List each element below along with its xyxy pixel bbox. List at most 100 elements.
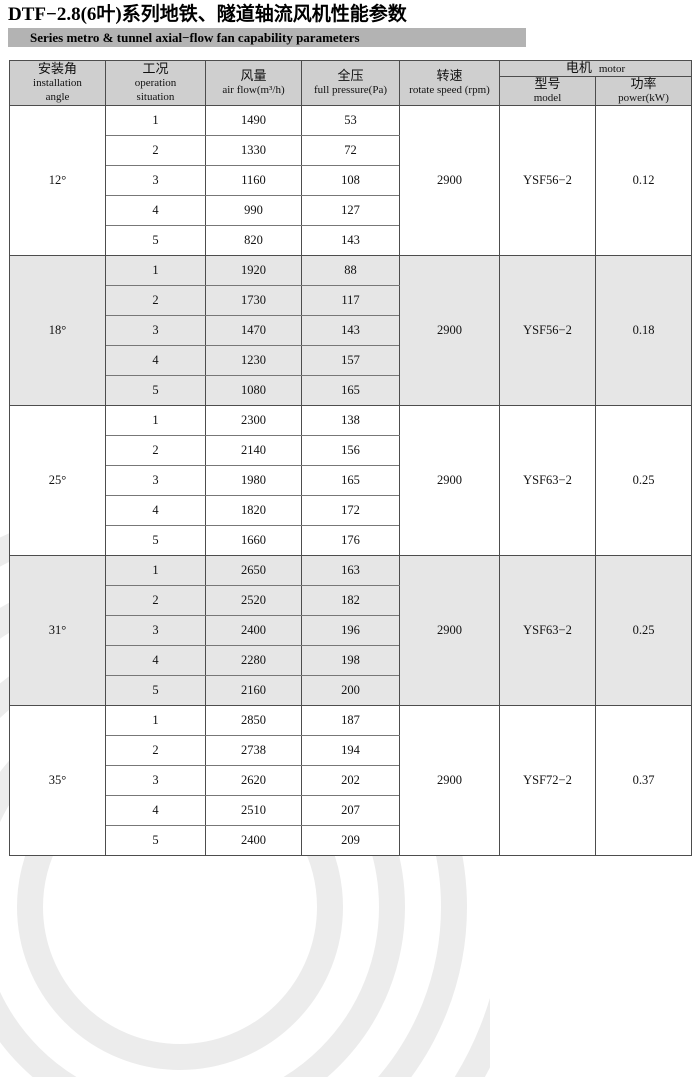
cell-installation-angle: 25° (9, 405, 106, 556)
header-motor-group: 电机 motor (498, 60, 693, 77)
cell-full-pressure: 165 (301, 375, 400, 406)
header-full-pressure-cn: 全压 (337, 68, 364, 83)
cell-air-flow: 990 (205, 195, 302, 226)
cell-operation-situation: 3 (105, 465, 206, 496)
page-subtitle: Series metro & tunnel axial−flow fan cap… (30, 30, 360, 45)
header-installation-angle-en1: installation (33, 77, 82, 89)
cell-operation-situation: 4 (105, 645, 206, 676)
cell-operation-situation: 4 (105, 195, 206, 226)
cell-full-pressure: 198 (301, 645, 400, 676)
header-operation-situation-en2: situation (136, 91, 175, 103)
cell-full-pressure: 143 (301, 315, 400, 346)
cell-air-flow: 2280 (205, 645, 302, 676)
cell-air-flow: 2650 (205, 555, 302, 586)
table-row: 2 1730 117 (10, 285, 692, 316)
header-row-primary: 安装角 installation angle 工况 operation situ… (9, 60, 693, 106)
cell-full-pressure: 172 (301, 495, 400, 526)
header-row-secondary: 型号 model 功率 power(kW) (10, 76, 693, 106)
fan-capability-table: 安装角 installation angle 工况 operation situ… (9, 60, 693, 856)
cell-operation-situation: 3 (105, 615, 206, 646)
cell-air-flow: 2300 (205, 405, 302, 436)
table-row: 31° 1 2650 163 2900 YSF63−2 0.25 (9, 555, 693, 706)
cell-full-pressure: 207 (301, 795, 400, 826)
cell-operation-situation: 1 (105, 255, 206, 286)
cell-operation-situation: 3 (105, 315, 206, 346)
cell-air-flow: 2140 (205, 435, 302, 466)
cell-motor-model: YSF56−2 (499, 105, 596, 256)
table-row: 4 990 127 (10, 195, 692, 226)
header-motor-model-cn: 型号 (534, 76, 561, 91)
cell-rotate-speed: 2900 (399, 705, 500, 856)
cell-operation-situation: 1 (105, 555, 206, 586)
cell-full-pressure: 72 (301, 135, 400, 166)
cell-rotate-speed: 2900 (399, 105, 500, 256)
cell-air-flow: 2510 (205, 795, 302, 826)
table-row: 4 1230 157 (10, 345, 692, 376)
header-operation-situation: 工况 operation situation (105, 60, 206, 106)
cell-air-flow: 1470 (205, 315, 302, 346)
header-air-flow-cn: 风量 (240, 68, 267, 83)
cell-full-pressure: 176 (301, 525, 400, 556)
cell-operation-situation: 5 (105, 525, 206, 556)
header-full-pressure-en: full pressure(Pa) (313, 84, 387, 96)
cell-full-pressure: 117 (301, 285, 400, 316)
cell-air-flow: 1980 (205, 465, 302, 496)
table-row: 5 820 143 (10, 225, 692, 256)
cell-air-flow: 2738 (205, 735, 302, 766)
header-rotate-speed-en: rotate speed (rpm) (409, 84, 490, 96)
header-motor-group-en: motor (598, 63, 626, 75)
cell-operation-situation: 4 (105, 495, 206, 526)
header-motor-model: 型号 model (499, 76, 596, 106)
cell-full-pressure: 209 (301, 825, 400, 856)
cell-full-pressure: 163 (301, 555, 400, 586)
cell-installation-angle: 18° (9, 255, 106, 406)
cell-air-flow: 1160 (205, 165, 302, 196)
table-header: 安装角 installation angle 工况 operation situ… (9, 60, 693, 106)
header-operation-situation-cn: 工况 (142, 61, 169, 76)
page-title: DTF−2.8(6叶)系列地铁、隧道轴流风机性能参数 (8, 4, 407, 25)
header-motor-model-en: model (533, 92, 562, 104)
cell-motor-power: 0.25 (594, 405, 693, 556)
cell-motor-power: 0.37 (594, 705, 693, 856)
cell-full-pressure: 127 (301, 195, 400, 226)
cell-air-flow: 1920 (205, 255, 302, 286)
table-row: 18° 1 1920 88 2900 YSF56−2 0.18 (9, 255, 693, 406)
cell-operation-situation: 5 (105, 375, 206, 406)
cell-full-pressure: 200 (301, 675, 400, 706)
cell-air-flow: 1490 (205, 105, 302, 136)
header-motor-power-cn: 功率 (630, 76, 657, 91)
cell-full-pressure: 194 (301, 735, 400, 766)
cell-air-flow: 2850 (205, 705, 302, 736)
cell-installation-angle: 31° (9, 555, 106, 706)
cell-air-flow: 1330 (205, 135, 302, 166)
cell-operation-situation: 2 (105, 135, 206, 166)
cell-full-pressure: 157 (301, 345, 400, 376)
cell-full-pressure: 182 (301, 585, 400, 616)
header-installation-angle: 安装角 installation angle (9, 60, 106, 106)
table-row: 12° 1 1490 53 2900 YSF56−2 0.12 (9, 105, 693, 256)
cell-air-flow: 2520 (205, 585, 302, 616)
cell-air-flow: 1230 (205, 345, 302, 376)
cell-air-flow: 1820 (205, 495, 302, 526)
subtitle-bar (8, 28, 526, 47)
table-body: 12° 1 1490 53 2900 YSF56−2 0.12 2 1330 72 3 1160 108… (9, 105, 693, 856)
cell-operation-situation: 1 (105, 705, 206, 736)
header-installation-angle-cn: 安装角 (37, 61, 77, 76)
cell-full-pressure: 143 (301, 225, 400, 256)
header-motor-power-en: power(kW) (618, 92, 669, 104)
header-installation-angle-en2: angle (45, 91, 70, 103)
header-air-flow: 风量 air flow(m³/h) (205, 60, 302, 106)
cell-operation-situation: 3 (105, 165, 206, 196)
cell-operation-situation: 2 (105, 285, 206, 316)
cell-operation-situation: 1 (105, 105, 206, 136)
header-motor-power: 功率 power(kW) (594, 76, 693, 106)
header-rotate-speed-cn: 转速 (436, 68, 463, 83)
cell-full-pressure: 138 (301, 405, 400, 436)
cell-operation-situation: 3 (105, 765, 206, 796)
header-rotate-speed: 转速 rotate speed (rpm) (399, 60, 500, 106)
cell-motor-power: 0.12 (594, 105, 693, 256)
title-block: DTF−2.8(6叶)系列地铁、隧道轴流风机性能参数 (8, 4, 407, 26)
cell-full-pressure: 202 (301, 765, 400, 796)
cell-full-pressure: 165 (301, 465, 400, 496)
cell-air-flow: 820 (205, 225, 302, 256)
